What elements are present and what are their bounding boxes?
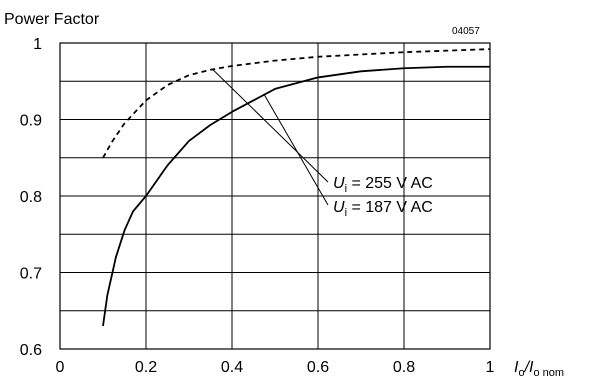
y-tick-label: 0.9 [20, 113, 42, 130]
legend-leader-line [263, 94, 329, 206]
x-axis-label: Io/Io nom [514, 359, 564, 379]
legend-var: U [333, 175, 345, 192]
legend-rest: = 255 V AC [347, 175, 433, 192]
legend-entry-187: Ui = 187 V AC [333, 199, 433, 219]
y-tick-label: 0.8 [20, 189, 42, 206]
y-tick-label: 1 [33, 36, 42, 53]
legend-sub: i [345, 183, 347, 195]
legend-var: U [333, 199, 345, 216]
grid [60, 43, 490, 349]
legend-leader-line [212, 69, 329, 183]
figure-code: 04057 [452, 26, 480, 37]
x-tick-label: 0 [56, 359, 65, 376]
y-axis-label: Power Factor [4, 11, 100, 28]
x-tick-label: 1 [486, 359, 495, 376]
plot-frame [59, 42, 491, 350]
legend-leaders [212, 69, 329, 206]
legend-entry-255: Ui = 255 V AC [333, 175, 433, 195]
x-tick-label: 0.2 [135, 359, 157, 376]
x-tick-label: 0.6 [307, 359, 329, 376]
x-tick-label: 0.4 [221, 359, 243, 376]
x-tick-label: 0.8 [393, 359, 415, 376]
tick-labels: 0 0.2 0.4 0.6 0.8 1 0.6 0.7 0.8 0.9 1 [20, 36, 495, 376]
legend-sub: i [345, 207, 347, 219]
series-line-1 [102, 65, 490, 327]
y-tick-label: 0.6 [20, 342, 42, 359]
series-layer [102, 48, 491, 327]
legend-rest: = 187 V AC [347, 199, 433, 216]
y-tick-label: 0.7 [20, 266, 42, 283]
series-line-0 [102, 48, 491, 159]
